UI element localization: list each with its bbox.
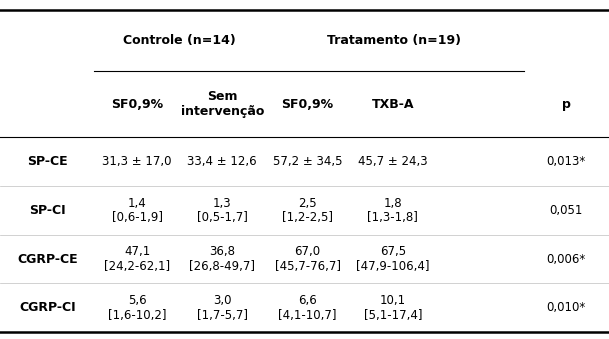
Text: 0,010*: 0,010* bbox=[547, 301, 586, 314]
Text: p: p bbox=[562, 98, 571, 111]
Text: TXB-A: TXB-A bbox=[371, 98, 414, 111]
Text: 45,7 ± 24,3: 45,7 ± 24,3 bbox=[358, 155, 428, 168]
Text: 67,0
[45,7-76,7]: 67,0 [45,7-76,7] bbox=[275, 245, 340, 273]
Text: Sem
intervenção: Sem intervenção bbox=[181, 91, 264, 118]
Text: 33,4 ± 12,6: 33,4 ± 12,6 bbox=[188, 155, 257, 168]
Text: 67,5
[47,9-106,4]: 67,5 [47,9-106,4] bbox=[356, 245, 429, 273]
Text: SP-CI: SP-CI bbox=[29, 204, 66, 217]
Text: 2,5
[1,2-2,5]: 2,5 [1,2-2,5] bbox=[282, 197, 333, 224]
Text: 1,3
[0,5-1,7]: 1,3 [0,5-1,7] bbox=[197, 197, 248, 224]
Text: 31,3 ± 17,0: 31,3 ± 17,0 bbox=[102, 155, 172, 168]
Text: 0,006*: 0,006* bbox=[547, 253, 586, 266]
Text: 0,051: 0,051 bbox=[550, 204, 583, 217]
Text: Controle (n=14): Controle (n=14) bbox=[123, 34, 236, 47]
Text: SP-CE: SP-CE bbox=[27, 155, 68, 168]
Text: 1,8
[1,3-1,8]: 1,8 [1,3-1,8] bbox=[367, 197, 418, 224]
Text: 5,6
[1,6-10,2]: 5,6 [1,6-10,2] bbox=[108, 294, 166, 322]
Text: 57,2 ± 34,5: 57,2 ± 34,5 bbox=[273, 155, 342, 168]
Text: 3,0
[1,7-5,7]: 3,0 [1,7-5,7] bbox=[197, 294, 248, 322]
Text: CGRP-CI: CGRP-CI bbox=[19, 301, 76, 314]
Text: SF0,9%: SF0,9% bbox=[111, 98, 163, 111]
Text: 47,1
[24,2-62,1]: 47,1 [24,2-62,1] bbox=[104, 245, 170, 273]
Text: 10,1
[5,1-17,4]: 10,1 [5,1-17,4] bbox=[364, 294, 422, 322]
Text: 0,013*: 0,013* bbox=[547, 155, 586, 168]
Text: 1,4
[0,6-1,9]: 1,4 [0,6-1,9] bbox=[111, 197, 163, 224]
Text: Tratamento (n=19): Tratamento (n=19) bbox=[327, 34, 462, 47]
Text: 6,6
[4,1-10,7]: 6,6 [4,1-10,7] bbox=[278, 294, 337, 322]
Text: CGRP-CE: CGRP-CE bbox=[17, 253, 77, 266]
Text: SF0,9%: SF0,9% bbox=[281, 98, 334, 111]
Text: 36,8
[26,8-49,7]: 36,8 [26,8-49,7] bbox=[189, 245, 255, 273]
